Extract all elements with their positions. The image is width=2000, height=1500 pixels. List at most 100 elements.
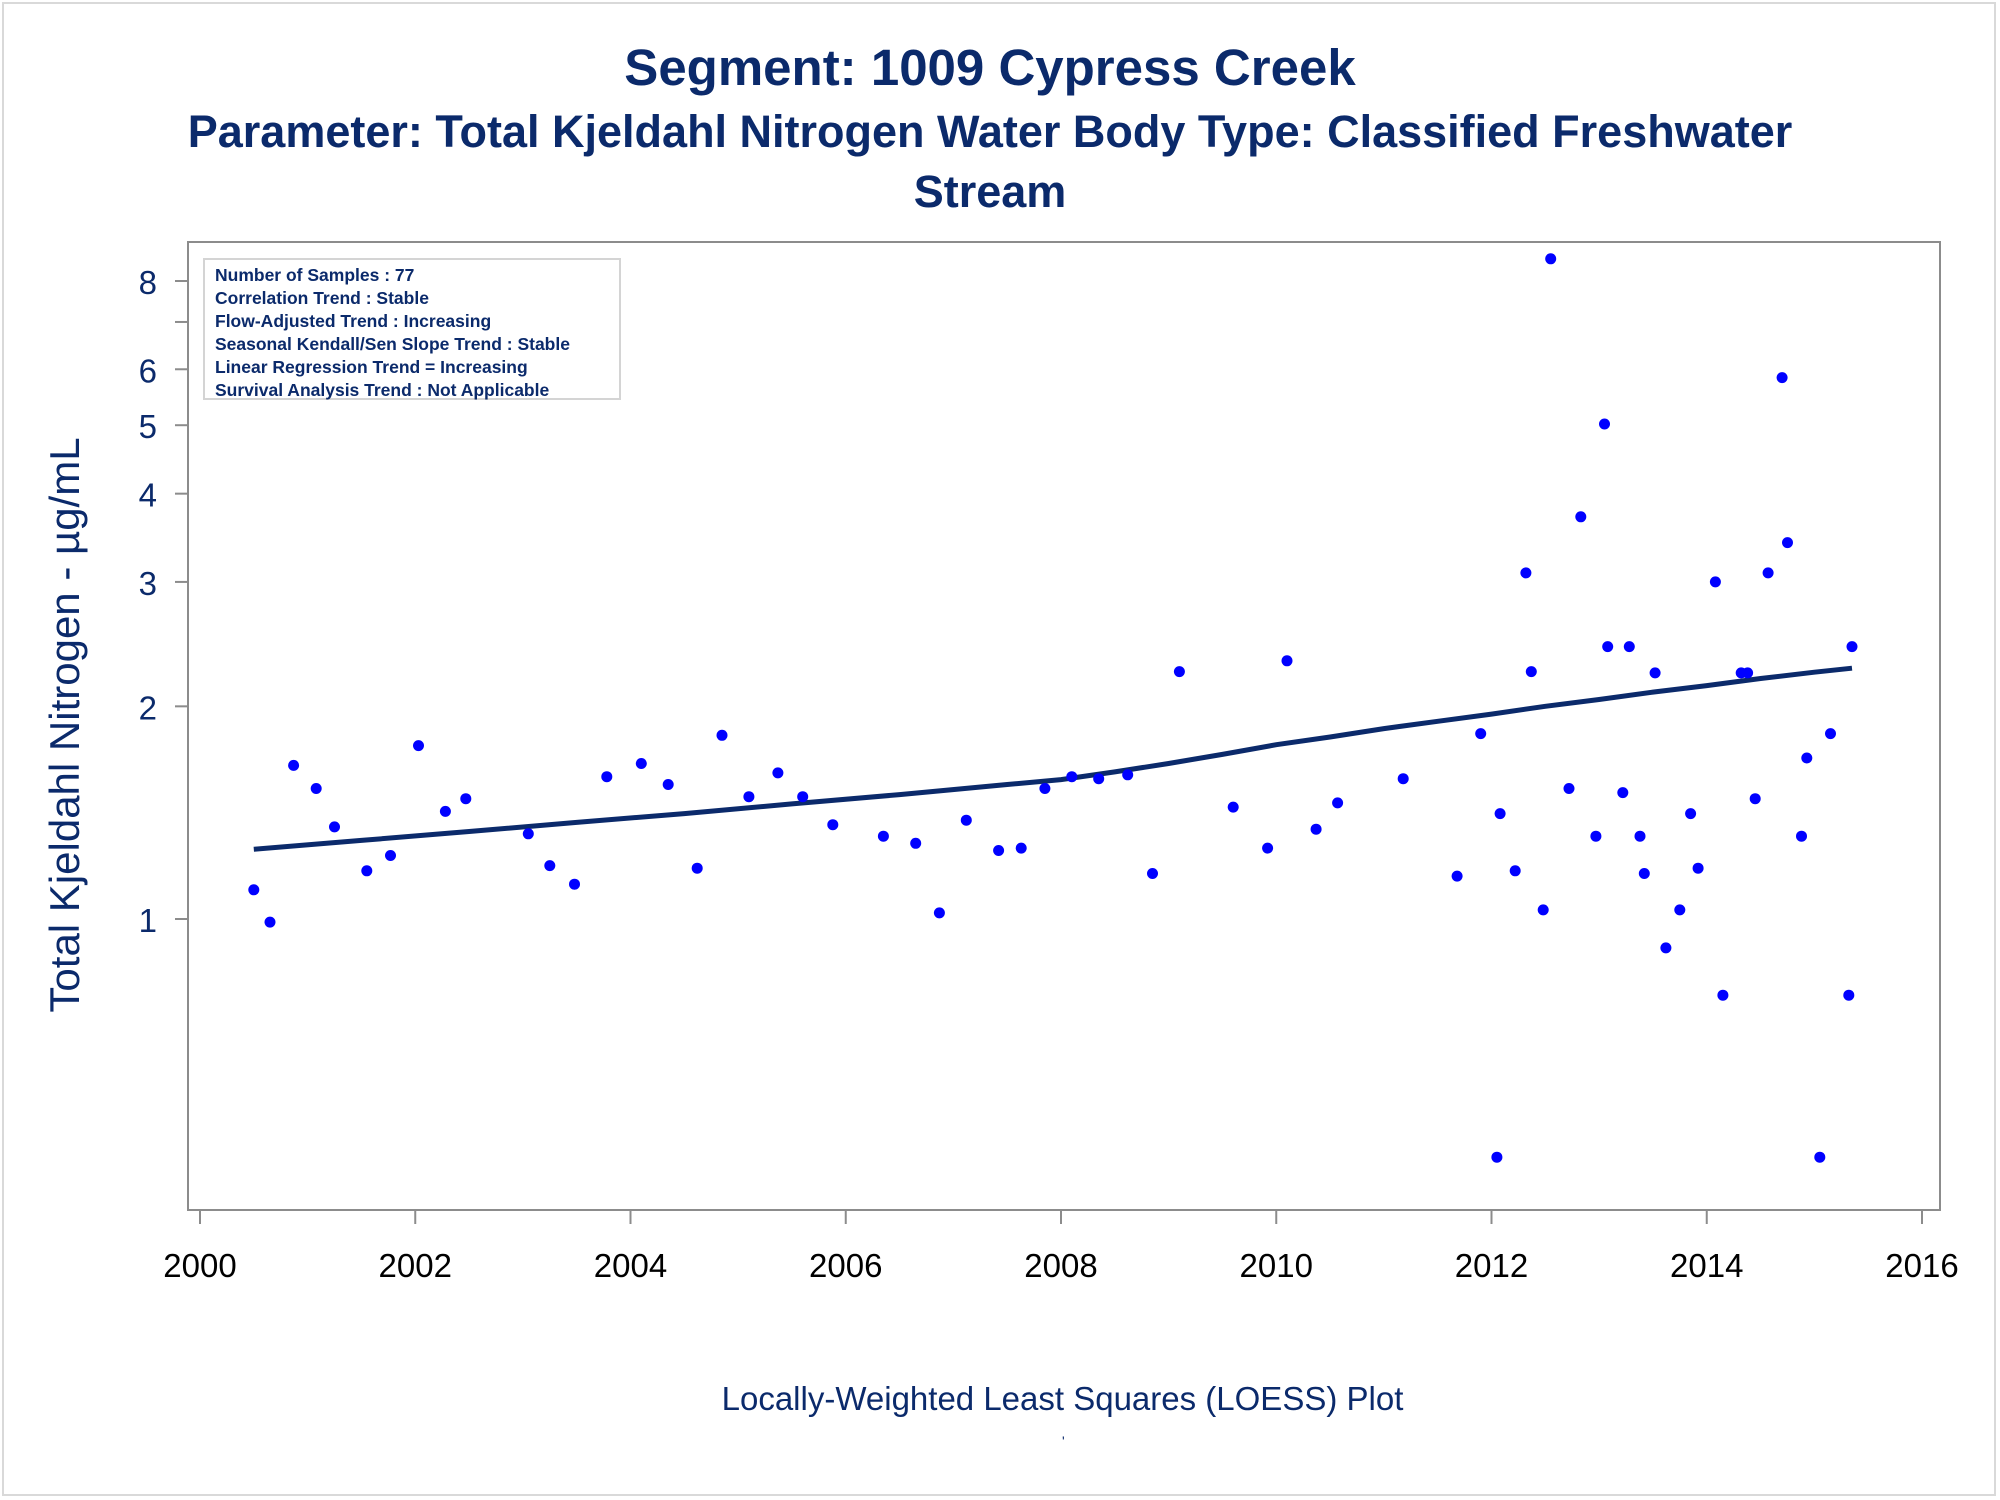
x-axis: 2000 2002 2004 2006 2008 2010 2012 2014 2016	[163, 1210, 1959, 1284]
data-point	[288, 759, 300, 771]
data-point	[635, 758, 647, 769]
data-point	[1451, 870, 1463, 882]
data-point	[1494, 808, 1506, 820]
data-point	[361, 865, 373, 877]
data-point	[1039, 783, 1051, 794]
data-point	[1545, 253, 1557, 265]
data-point	[1537, 904, 1549, 916]
data-point	[569, 878, 580, 890]
data-point	[1649, 667, 1661, 679]
data-point	[1310, 823, 1322, 835]
y-tick-label: 2	[139, 689, 157, 726]
y-axis: 1 2 3 4 5 6 8	[139, 264, 188, 939]
data-point	[1122, 769, 1134, 781]
data-point	[1617, 787, 1629, 799]
stats-line: Flow-Adjusted Trend : Increasing	[215, 311, 492, 331]
data-point	[827, 819, 839, 831]
chart-subtitle-line1: Parameter: Total Kjeldahl Nitrogen Water…	[187, 106, 1793, 157]
data-point	[460, 793, 472, 805]
data-point	[910, 837, 922, 849]
x-tick-label: 2010	[1240, 1247, 1313, 1284]
data-point	[1717, 989, 1729, 1001]
data-point	[329, 821, 340, 833]
data-point	[1674, 904, 1686, 916]
data-point	[1749, 793, 1761, 805]
data-point	[1599, 418, 1610, 430]
data-point	[1638, 868, 1650, 879]
data-point	[1796, 830, 1807, 842]
data-point	[264, 916, 276, 928]
data-point	[1332, 797, 1344, 809]
data-point	[1776, 372, 1788, 384]
data-point	[1575, 511, 1587, 523]
data-point	[1814, 1151, 1826, 1163]
data-point	[716, 729, 728, 741]
data-point	[1782, 537, 1793, 549]
data-point	[1475, 728, 1487, 740]
chart-subtitle-line2: Stream	[913, 166, 1067, 217]
data-point	[662, 779, 674, 790]
y-tick-label: 1	[139, 902, 157, 939]
data-point	[1262, 842, 1274, 854]
x-tick-label: 2016	[1885, 1247, 1958, 1284]
stats-line: Linear Regression Trend = Increasing	[215, 357, 528, 377]
data-point	[544, 860, 556, 872]
data-point	[310, 783, 322, 794]
data-point	[1509, 865, 1521, 877]
data-point	[522, 828, 534, 840]
footnote-mark: '	[1062, 1433, 1065, 1449]
data-point	[1709, 576, 1721, 588]
y-tick-label: 8	[139, 264, 157, 301]
data-point	[1397, 773, 1409, 785]
data-point	[1525, 666, 1537, 678]
stats-line: Seasonal Kendall/Sen Slope Trend : Stabl…	[215, 334, 570, 354]
data-point	[1634, 830, 1646, 842]
data-point	[797, 791, 809, 803]
data-point	[743, 791, 755, 803]
data-point	[1692, 862, 1704, 874]
y-axis-label: Total Kjeldahl Nitrogen - µg/mL	[41, 437, 88, 1013]
trend-statistics-box: Number of Samples : 77 Correlation Trend …	[203, 258, 621, 400]
data-point	[413, 740, 424, 752]
data-point	[933, 907, 945, 919]
plot-area	[187, 241, 1941, 1211]
y-tick-label: 6	[139, 352, 157, 389]
chart-title: Segment: 1009 Cypress Creek	[624, 39, 1356, 96]
data-point	[1843, 989, 1855, 1001]
x-tick-label: 2012	[1455, 1247, 1528, 1284]
data-point	[1093, 773, 1105, 785]
x-tick-label: 2008	[1024, 1247, 1097, 1284]
data-point	[1491, 1151, 1503, 1163]
data-point	[1742, 667, 1754, 679]
x-tick-label: 2006	[809, 1247, 882, 1284]
data-point	[1660, 942, 1672, 954]
y-tick-label: 4	[139, 477, 157, 514]
data-point	[1825, 728, 1836, 740]
data-point	[1623, 641, 1635, 653]
data-point	[1147, 868, 1158, 879]
data-point	[1281, 655, 1293, 667]
data-point	[691, 862, 703, 874]
data-point	[1590, 830, 1602, 842]
data-point	[772, 767, 784, 779]
x-tick-label: 2004	[594, 1247, 667, 1284]
data-point	[877, 830, 889, 842]
x-tick-label: 2002	[379, 1247, 452, 1284]
loess-trend-line	[253, 665, 1853, 852]
data-point	[1846, 641, 1858, 653]
data-point	[1173, 666, 1185, 678]
data-point	[1762, 567, 1774, 579]
y-tick-label: 3	[139, 565, 157, 602]
x-axis-caption: Locally-Weighted Least Squares (LOESS) P…	[721, 1380, 1404, 1417]
data-point	[1563, 783, 1575, 794]
data-point	[1066, 771, 1078, 783]
data-points	[248, 253, 1858, 1163]
data-point	[1602, 641, 1614, 653]
stats-line: Correlation Trend : Stable	[215, 288, 429, 308]
stats-line: Number of Samples : 77	[215, 265, 415, 285]
data-point	[993, 845, 1005, 856]
data-point	[960, 814, 972, 826]
data-point	[385, 850, 396, 861]
data-point	[601, 771, 613, 783]
